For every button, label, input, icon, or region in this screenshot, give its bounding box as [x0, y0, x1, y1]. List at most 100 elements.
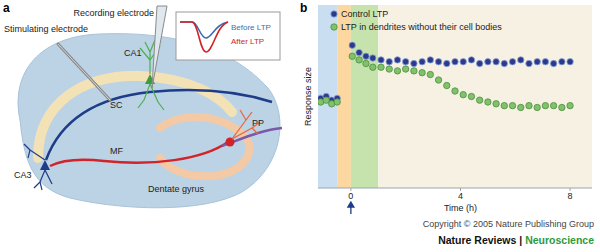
figure: a Stimulating electrode Recording electrod…: [0, 0, 600, 252]
stimulus-arrow: [348, 202, 354, 214]
point: [518, 57, 524, 63]
legend-marker: [331, 11, 337, 17]
inset-after: After LTP: [231, 37, 264, 46]
region-label: SC: [110, 100, 123, 110]
panel-label: a: [3, 1, 10, 15]
point: [444, 82, 450, 88]
point: [567, 102, 573, 108]
point: [526, 60, 532, 66]
point: [378, 57, 384, 63]
stimulating-electrode: [58, 44, 110, 100]
point: [493, 59, 499, 65]
trace-after: [180, 22, 228, 52]
granule-dendrite: [232, 120, 246, 139]
band: [378, 5, 592, 188]
point: [411, 68, 417, 74]
point: [460, 59, 466, 65]
x-axis: [318, 188, 592, 189]
region-label: MF: [110, 146, 123, 156]
region-label: CA1: [124, 48, 142, 58]
mossy-fibre: [50, 142, 228, 166]
point: [394, 57, 400, 63]
ca3-dendrite: [34, 182, 40, 188]
ca3-neuron: [40, 160, 50, 170]
recording-label: Recording electrode: [73, 8, 154, 18]
copyright: Copyright © 2005 Nature Publishing Group: [423, 219, 594, 229]
point: [559, 59, 565, 65]
point: [476, 97, 482, 103]
x-tick-label: 4: [458, 191, 463, 201]
point: [435, 59, 441, 65]
point: [493, 101, 499, 107]
panel-b: b048Time (h)Response sizeControl LTPLTP …: [300, 1, 592, 214]
point: [468, 93, 474, 99]
point: [386, 66, 392, 72]
granule-dendrite: [252, 128, 258, 134]
point: [402, 59, 408, 65]
point: [427, 71, 433, 77]
point: [526, 102, 532, 108]
ca3-dendrite: [24, 144, 30, 150]
panel-a: a Stimulating electrode Recording electrod…: [3, 1, 282, 208]
perforant-path: [222, 128, 282, 146]
ca3-dendrite: [45, 170, 52, 184]
granule-layer: [160, 117, 249, 176]
legend-label: LTP in dendrites without their cell bodi…: [341, 22, 502, 32]
trace-before: [180, 22, 228, 38]
point: [427, 57, 433, 63]
stimulating-label: Stimulating electrode: [4, 24, 88, 34]
point: [485, 99, 491, 105]
ca1-dendrite: [144, 84, 150, 100]
legend-marker: [331, 24, 337, 30]
point: [476, 60, 482, 66]
point: [356, 49, 362, 55]
region-label: CA3: [14, 170, 32, 180]
x-tick-label: 8: [568, 191, 573, 201]
point: [534, 59, 540, 65]
section: Neuroscience: [525, 234, 594, 246]
point: [509, 59, 515, 65]
ca3-dendrite: [40, 170, 45, 182]
point: [363, 60, 369, 66]
bands: [318, 5, 592, 188]
point: [518, 104, 524, 110]
band: [351, 5, 378, 188]
point: [501, 102, 507, 108]
point: [419, 70, 425, 76]
point: [534, 104, 540, 110]
point: [394, 68, 400, 74]
point: [334, 99, 340, 105]
x-tick-label: 0: [348, 191, 353, 201]
ca3-dendrite: [30, 150, 45, 160]
x-axis-label: Time (h): [444, 203, 477, 213]
point: [370, 64, 376, 70]
granule-dendrite: [240, 110, 246, 120]
ca1-dendrite: [149, 52, 150, 74]
point: [349, 42, 355, 48]
ca1-dendrite: [150, 84, 158, 102]
inset-before: Before LTP: [231, 23, 271, 32]
point: [349, 53, 355, 59]
inset-box: [176, 12, 280, 60]
point: [468, 57, 474, 63]
point: [567, 59, 573, 65]
point: [370, 55, 376, 61]
marks: [318, 42, 573, 111]
ca1-dendrite: [158, 102, 164, 110]
stimulating-electrode-highlight: [58, 44, 110, 100]
recording-electrode: [152, 6, 167, 88]
ca3-dendrite: [28, 150, 30, 158]
point: [501, 60, 507, 66]
point: [550, 102, 556, 108]
point: [452, 88, 458, 94]
granule-dendrite: [232, 128, 252, 139]
point: [378, 64, 384, 70]
y-axis-label: Response size: [303, 67, 313, 126]
journal: Nature Reviews |: [438, 234, 525, 246]
point: [485, 59, 491, 65]
point: [452, 59, 458, 65]
point: [550, 60, 556, 66]
point: [402, 66, 408, 72]
panel-label: b: [300, 1, 307, 15]
point: [542, 102, 548, 108]
